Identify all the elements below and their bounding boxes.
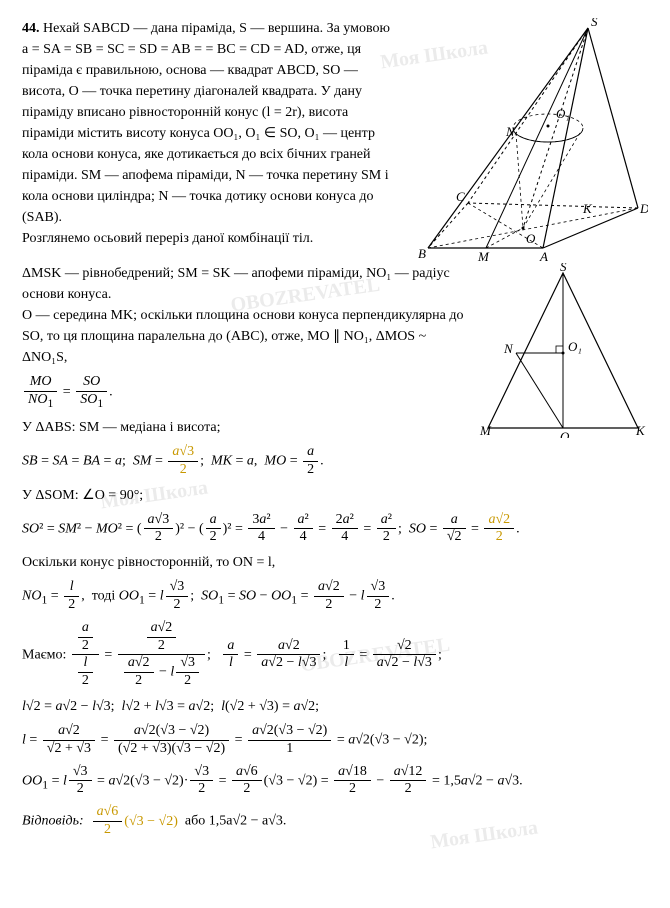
svg-text:O: O <box>526 231 536 246</box>
eq-oo1: OO1 = l√32 = a√2(√3 − √2)·√32 = a√62(√3 … <box>22 764 648 799</box>
svg-text:S: S <box>560 263 567 274</box>
svg-text:O₁: O₁ <box>568 339 582 354</box>
svg-text:O: O <box>560 429 570 438</box>
eq-sb: SB = SA = BA = a; SM = a√32; MK = a, MO … <box>22 444 648 479</box>
diagram-section: S M K O O₁ N <box>478 263 648 438</box>
svg-text:M: M <box>477 249 490 263</box>
para7: Оскільки конус рівносторонній, то ON = l… <box>22 552 648 573</box>
diagram-pyramid: S B A D C O O₁ M K N <box>408 18 648 263</box>
svg-text:O₁: O₁ <box>556 106 570 121</box>
eq-so2: SO² = SM² − MO² = (a√32)² − (a2)² = 3a²4… <box>22 512 648 547</box>
eq-l-final: l = a√2√2 + √3 = a√2(√3 − √2)(√2 + √3)(√… <box>22 723 648 758</box>
svg-text:K: K <box>635 423 646 438</box>
svg-text:S: S <box>591 18 598 29</box>
svg-text:M: M <box>479 423 492 438</box>
svg-text:C: C <box>456 189 465 204</box>
answer-text: або 1,5a√2 − a√3. <box>185 814 287 829</box>
intro-text: Нехай SABCD — дана піраміда, S — вершина… <box>22 21 390 225</box>
answer-label: Відповідь: <box>22 814 84 829</box>
eq-no1: NO1 = l2, тоді OO1 = l√32; SO1 = SO − OO… <box>22 579 648 614</box>
para6: У ΔSOM: ∠O = 90°; <box>22 485 648 506</box>
answer-line: Відповідь: a√62(√3 − √2) або 1,5a√2 − a√… <box>22 804 648 839</box>
eq-have: Маємо: a2l2 = a√22a√22 − l√32; al = a√2a… <box>22 620 648 690</box>
svg-text:K: K <box>582 201 593 216</box>
svg-text:N: N <box>503 341 514 356</box>
eq-lroot2: l√2 = a√2 − l√3; l√2 + l√3 = a√2; l(√2 +… <box>22 696 648 717</box>
svg-text:A: A <box>539 249 548 263</box>
svg-text:D: D <box>639 201 648 216</box>
have-label: Маємо: <box>22 647 66 662</box>
problem-content: S B A D C O O₁ M K N 44. Нехай SABCD — д… <box>22 18 648 839</box>
svg-text:N: N <box>505 124 516 139</box>
problem-number: 44. <box>22 21 40 36</box>
svg-text:B: B <box>418 246 426 261</box>
